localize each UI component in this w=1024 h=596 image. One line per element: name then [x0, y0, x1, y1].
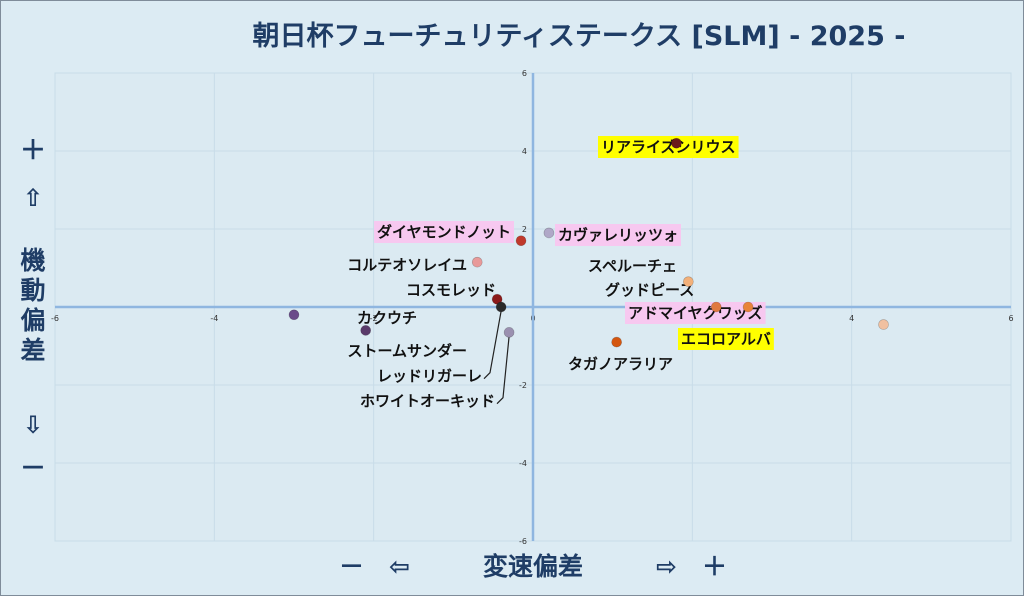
point-label: コスモレッド	[406, 281, 496, 299]
label-highlight	[374, 221, 514, 243]
y-axis-title-char: 偏	[20, 306, 45, 335]
point-label: ダイヤモンドノット	[377, 223, 511, 241]
y-tick-label: 6	[522, 69, 527, 78]
y-tick-label: -4	[519, 459, 527, 468]
data-point	[495, 301, 507, 313]
data-point	[683, 276, 694, 287]
label-highlight	[555, 224, 682, 246]
point-label: カクウチ	[357, 309, 417, 327]
y-tick-label: -2	[519, 381, 527, 390]
data-point	[360, 325, 372, 336]
y-top-arrow: ⇧	[23, 184, 43, 212]
label-highlight	[598, 136, 739, 158]
label-highlight	[678, 328, 774, 350]
point-label: エコロアルバ	[681, 330, 771, 348]
data-point	[710, 301, 722, 313]
y-tick-label: 4	[522, 147, 527, 156]
y-axis-title-char: 差	[20, 336, 45, 365]
point-label: レッドリガーレ	[377, 367, 482, 385]
x-tick-label: -6	[51, 314, 59, 323]
data-point	[288, 309, 300, 321]
data-point	[671, 137, 682, 149]
data-point	[515, 235, 527, 246]
point-label: コルテオソレイユ	[347, 256, 467, 274]
leader-line	[496, 336, 510, 405]
point-label: タガノアラリア	[568, 355, 673, 373]
leader-line	[483, 310, 502, 380]
data-point	[742, 301, 754, 313]
data-point	[543, 227, 555, 239]
y-axis-title-char: 機	[20, 246, 45, 275]
y-tick-label: 2	[522, 225, 527, 234]
x-axis-title: 変速偏差	[483, 552, 583, 581]
y-tick-label: -6	[519, 537, 527, 546]
leader-lines	[483, 310, 510, 405]
data-points	[288, 137, 889, 348]
data-point	[471, 256, 483, 268]
point-label: スペルーチェ	[588, 257, 677, 275]
x-tick-label: -2	[370, 314, 378, 323]
x-tick-label: 6	[1008, 314, 1013, 323]
axes	[55, 73, 1011, 541]
data-point	[611, 336, 622, 348]
data-point	[503, 327, 515, 338]
y-axis-title: 機動偏差	[20, 246, 45, 365]
point-label: ホワイトオーキッド	[360, 392, 495, 410]
y-bottom-label: －	[20, 454, 46, 484]
y-top-label: ＋	[20, 136, 46, 166]
label-highlight	[625, 302, 766, 324]
x-tick-label: -4	[210, 314, 218, 323]
x-left-label: － ⇦	[339, 552, 410, 581]
point-label: リアライズシリウス	[601, 138, 736, 156]
y-axis-title-char: 動	[20, 276, 45, 305]
point-label: グッドピース	[605, 281, 694, 299]
chart-title: 朝日杯フューチュリティステークス [SLM] - 2025 -	[253, 21, 906, 52]
y-bottom-arrow: ⇩	[23, 411, 43, 439]
point-label: アドマイヤクワッズ	[628, 304, 763, 322]
point-label: カヴァレリッツォ	[558, 226, 678, 244]
x-right-label: ⇨ ＋	[656, 552, 727, 581]
data-point	[878, 319, 889, 330]
x-tick-label: 4	[849, 314, 854, 323]
point-label: ストームサンダー	[347, 342, 467, 360]
